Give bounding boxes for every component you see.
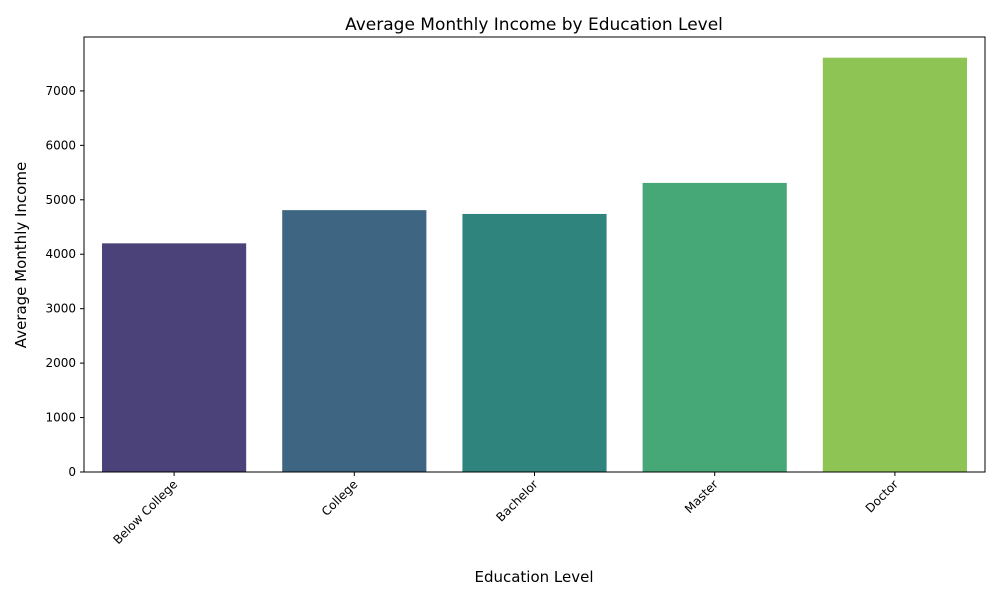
y-axis-label: Average Monthly Income bbox=[12, 162, 30, 348]
plot-frame bbox=[83, 36, 986, 473]
x-axis-label: Education Level bbox=[474, 568, 593, 586]
x-tick-label: Below College bbox=[110, 477, 180, 547]
x-axis: Below College College Bachelor Master Doctor bbox=[110, 472, 901, 547]
y-tick-label: 3000 bbox=[45, 302, 76, 316]
bar-college bbox=[282, 210, 427, 472]
bar-bachelor bbox=[462, 213, 607, 472]
y-tick-label: 4000 bbox=[45, 247, 76, 261]
y-tick-label: 1000 bbox=[45, 411, 76, 425]
x-tick-label: Master bbox=[682, 477, 721, 516]
bar-master bbox=[642, 182, 787, 472]
y-tick-label: 0 bbox=[68, 465, 76, 479]
bar-below-college bbox=[102, 243, 247, 472]
x-tick-label: Bachelor bbox=[493, 477, 540, 524]
chart-title: Average Monthly Income by Education Leve… bbox=[345, 15, 723, 35]
y-tick-label: 7000 bbox=[45, 84, 76, 98]
bar-doctor bbox=[822, 57, 967, 473]
y-tick-label: 6000 bbox=[45, 138, 76, 152]
y-axis: 0 1000 2000 3000 4000 5000 6000 7000 bbox=[45, 84, 84, 479]
y-tick-label: 2000 bbox=[45, 356, 76, 370]
bars-layer bbox=[102, 57, 967, 473]
x-tick-label: Doctor bbox=[863, 477, 901, 515]
x-tick-label: College bbox=[319, 477, 361, 519]
y-tick-label: 5000 bbox=[45, 193, 76, 207]
